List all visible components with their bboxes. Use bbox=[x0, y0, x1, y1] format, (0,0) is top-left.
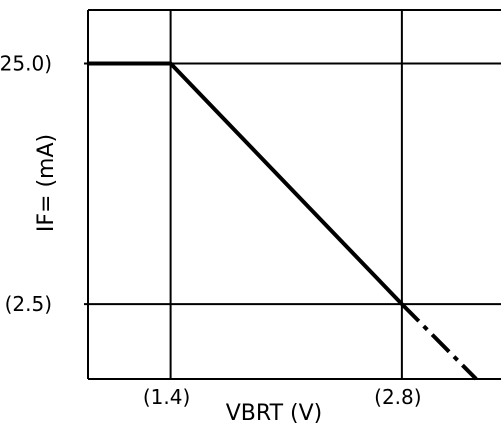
x-tick-label: (1.4) bbox=[143, 385, 190, 409]
tick-labels: (25.0) (2.5) (1.4) (2.8) bbox=[0, 51, 422, 409]
x-axis-label: VBRT (V) bbox=[226, 401, 322, 426]
series-line-solid bbox=[88, 61, 404, 306]
y-tick-label: (2.5) bbox=[5, 292, 52, 316]
series-lines bbox=[88, 61, 478, 381]
plot-frame bbox=[87, 9, 501, 380]
x-tick-label: (2.8) bbox=[374, 385, 421, 409]
series-line-dashed bbox=[400, 302, 478, 381]
y-axis-label: IF= (mA) bbox=[34, 134, 59, 232]
y-tick-label: (25.0) bbox=[0, 51, 52, 75]
